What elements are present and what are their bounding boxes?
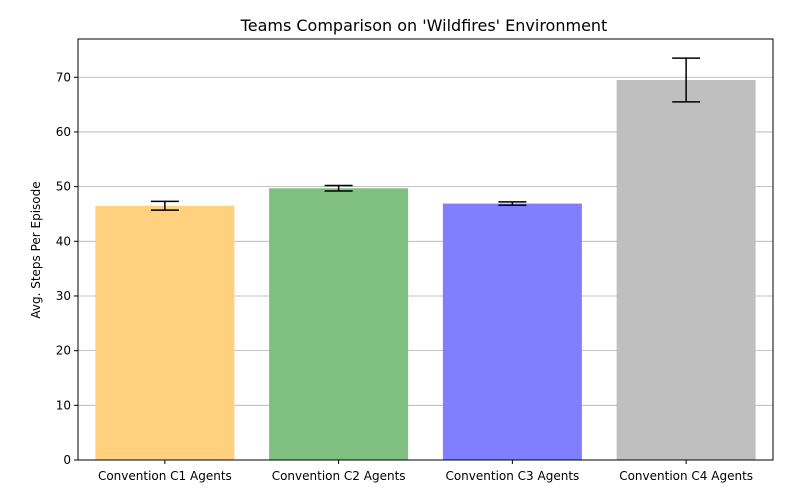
x-tick-label: Convention C4 Agents — [619, 469, 753, 483]
bar — [616, 80, 756, 460]
x-axis-ticks: Convention C1 Agents Convention C2 Agents… — [98, 460, 753, 483]
chart-title: Teams Comparison on 'Wildfires' Environm… — [240, 16, 608, 35]
bars — [95, 80, 756, 460]
error-bar — [324, 184, 353, 192]
x-tick-label: Convention C1 Agents — [98, 469, 232, 483]
bar — [442, 203, 582, 460]
y-tick-label: 60 — [56, 125, 71, 139]
error-bars — [150, 57, 701, 211]
y-axis-label: Avg. Steps Per Episode — [29, 181, 43, 318]
y-axis-ticks: 0 10 20 30 40 50 60 70 — [56, 70, 78, 467]
x-tick-label: Convention C2 Agents — [272, 469, 406, 483]
bar — [95, 205, 235, 460]
x-tick-label: Convention C3 Agents — [445, 469, 579, 483]
error-bar — [150, 200, 179, 211]
y-tick-label: 20 — [56, 344, 71, 358]
y-tick-label: 0 — [63, 453, 71, 467]
error-bar — [498, 201, 527, 206]
y-tick-label: 40 — [56, 234, 71, 248]
y-tick-label: 70 — [56, 70, 71, 84]
y-tick-label: 50 — [56, 180, 71, 194]
y-tick-label: 10 — [56, 398, 71, 412]
y-tick-label: 30 — [56, 289, 71, 303]
error-bar — [672, 57, 701, 103]
plot-frame — [77, 38, 774, 461]
bar — [269, 188, 409, 460]
